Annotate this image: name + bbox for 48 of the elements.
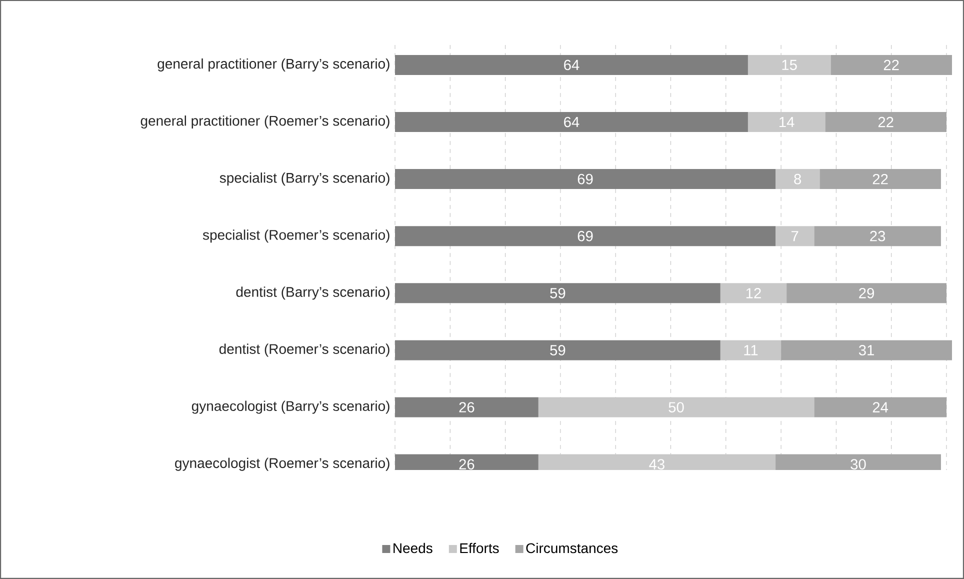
bar: [748, 54, 831, 75]
bar: [814, 397, 946, 418]
bar: [395, 169, 776, 190]
bar: [395, 226, 776, 246]
bar: [820, 169, 941, 190]
data-label: 29: [859, 288, 874, 298]
y-tick-label: gynaecologist (Barry’s scenario): [192, 400, 390, 414]
y-tick-label: specialist (Barry’s scenario): [220, 172, 390, 186]
bar: [781, 340, 952, 360]
bar: [720, 340, 782, 360]
data-label: 26: [459, 459, 474, 470]
legend-label: Circumstances: [526, 542, 618, 554]
data-label: 30: [850, 459, 866, 470]
bar: [825, 112, 946, 132]
bar: [776, 169, 820, 190]
y-tick-label: dentist (Barry’s scenario): [236, 286, 390, 300]
data-label: 23: [870, 230, 886, 242]
data-label: 64: [564, 116, 580, 128]
data-label: 69: [578, 174, 593, 184]
bar: [748, 112, 826, 132]
bar: [786, 283, 946, 304]
bar: [830, 54, 952, 75]
bar: [538, 397, 814, 418]
data-label: 22: [878, 116, 894, 128]
bar: [395, 283, 720, 304]
y-tick-label: general practitioner (Barry’s scenario): [158, 58, 390, 72]
bar: [395, 112, 748, 132]
legend-label: Needs: [394, 542, 432, 554]
y-tick-label: general practitioner (Roemer’s scenario): [140, 115, 390, 129]
data-label: 24: [872, 402, 888, 412]
bar: [395, 54, 748, 75]
data-label: 59: [550, 345, 566, 356]
data-label: 26: [459, 402, 474, 412]
bar: [776, 226, 814, 246]
data-label: 22: [872, 174, 888, 184]
bar: [720, 283, 787, 304]
legend-label: Efforts: [460, 542, 499, 554]
y-tick-label: gynaecologist (Roemer’s scenario): [175, 458, 390, 471]
data-label: 69: [578, 230, 593, 242]
y-tick-label: specialist (Roemer’s scenario): [202, 230, 390, 243]
data-label: 22: [884, 60, 899, 70]
data-label: 31: [858, 345, 874, 356]
data-label: 64: [564, 60, 580, 70]
bar: [395, 340, 720, 360]
y-tick-label: dentist (Roemer’s scenario): [219, 344, 390, 357]
data-label: 59: [550, 288, 566, 298]
bar: [814, 226, 941, 246]
bar: [395, 397, 538, 418]
